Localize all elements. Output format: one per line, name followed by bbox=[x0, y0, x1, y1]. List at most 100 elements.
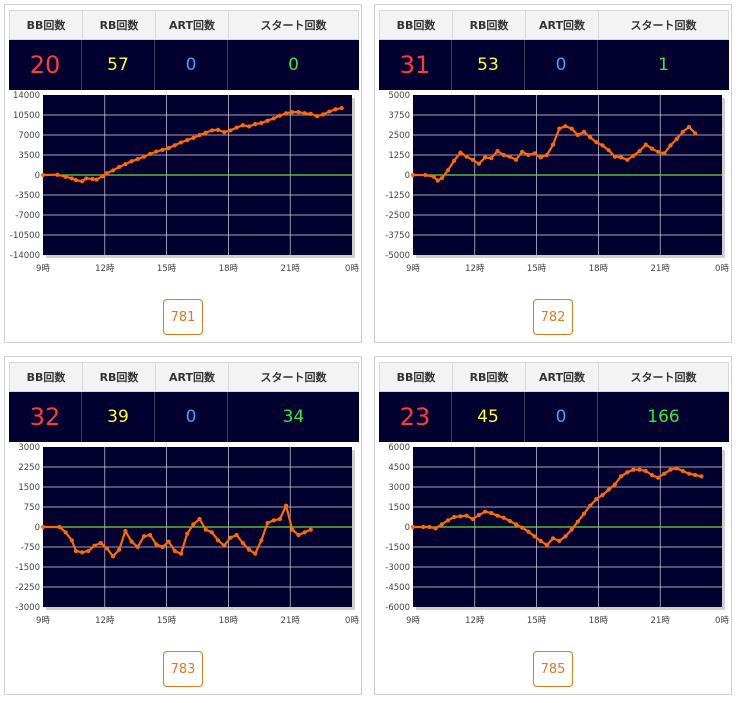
y-tick-label: -2500 bbox=[385, 211, 410, 221]
y-tick-label: 1250 bbox=[388, 151, 410, 161]
data-point bbox=[185, 138, 190, 143]
data-point bbox=[135, 156, 140, 162]
y-tick-label: 3500 bbox=[18, 151, 40, 161]
data-point bbox=[483, 155, 488, 160]
data-point bbox=[203, 130, 208, 135]
machine-number-button[interactable]: 785 bbox=[533, 651, 573, 687]
y-tick-label: 6000 bbox=[388, 443, 410, 453]
data-point bbox=[600, 492, 605, 498]
y-tick-label: -750 bbox=[21, 543, 40, 553]
data-point bbox=[172, 143, 177, 148]
x-tick-label: 0時 bbox=[715, 264, 729, 274]
data-point bbox=[489, 510, 494, 516]
data-point bbox=[439, 176, 444, 181]
stats-values: 23 45 0 166 bbox=[379, 392, 729, 442]
bb-header: BB回数 bbox=[10, 363, 83, 391]
stats-values: 31 53 0 1 bbox=[379, 40, 729, 90]
data-point bbox=[166, 146, 171, 151]
data-point bbox=[563, 124, 568, 129]
start-header: スタート回数 bbox=[260, 371, 327, 384]
machine-number-button[interactable]: 782 bbox=[533, 299, 573, 335]
payout-chart: 3000 2250 1500 750 0 -750 -1500 -2250 -3000 9時 12時… bbox=[15, 443, 359, 626]
start-header: スタート回数 bbox=[630, 19, 697, 32]
x-tick-label: 15時 bbox=[157, 264, 177, 274]
data-point bbox=[625, 157, 630, 162]
art-count: 0 bbox=[155, 40, 228, 90]
machine-number-button[interactable]: 781 bbox=[163, 299, 203, 335]
data-point bbox=[431, 174, 436, 179]
x-tick-label: 0時 bbox=[345, 264, 359, 274]
x-tick-label: 12時 bbox=[465, 264, 485, 274]
data-point bbox=[84, 176, 89, 181]
machine-card-785: BB回数 RB回数 ART回数 スタート回数 23 45 0 166 6000 4… bbox=[374, 356, 732, 695]
data-point bbox=[600, 143, 605, 148]
data-point bbox=[129, 159, 134, 164]
stats-values: 20 57 0 0 bbox=[9, 40, 359, 90]
y-tick-label: -5000 bbox=[385, 251, 410, 261]
data-point bbox=[674, 136, 679, 142]
data-point bbox=[594, 496, 599, 502]
data-point bbox=[40, 524, 46, 530]
y-tick-label: 1500 bbox=[388, 503, 410, 513]
data-point bbox=[178, 140, 184, 145]
data-point bbox=[69, 538, 74, 543]
data-point bbox=[410, 524, 416, 530]
data-point bbox=[259, 120, 264, 126]
data-point bbox=[563, 534, 568, 539]
y-tick-label: -2250 bbox=[15, 583, 40, 593]
data-point bbox=[452, 514, 457, 520]
rb-header: RB回数 bbox=[453, 11, 526, 39]
data-point bbox=[104, 546, 109, 551]
data-point bbox=[216, 538, 221, 543]
data-point bbox=[410, 172, 416, 178]
data-point bbox=[581, 129, 587, 134]
stats-header: BB回数 RB回数 ART回数 スタート回数 bbox=[9, 362, 359, 392]
data-point bbox=[246, 547, 252, 552]
data-point bbox=[588, 503, 593, 508]
data-point bbox=[686, 471, 692, 476]
data-point bbox=[507, 154, 512, 159]
y-tick-label: 3000 bbox=[18, 443, 40, 453]
data-point bbox=[308, 111, 313, 116]
data-point bbox=[625, 470, 630, 475]
data-point bbox=[141, 534, 147, 539]
data-point bbox=[501, 152, 506, 158]
data-point bbox=[55, 172, 60, 177]
data-point bbox=[699, 474, 704, 479]
machine-number-button[interactable]: 783 bbox=[163, 651, 203, 687]
data-point bbox=[148, 151, 153, 156]
data-point bbox=[520, 149, 525, 154]
data-point bbox=[265, 520, 270, 526]
y-tick-label: 2500 bbox=[388, 131, 410, 141]
y-tick-label: -10500 bbox=[10, 231, 40, 241]
data-point bbox=[445, 518, 451, 523]
data-point bbox=[507, 518, 512, 524]
data-point bbox=[110, 554, 116, 559]
bb-header: BB回数 bbox=[380, 11, 453, 39]
data-point bbox=[594, 140, 599, 145]
data-point bbox=[581, 511, 587, 516]
y-tick-label: -7000 bbox=[15, 211, 40, 221]
x-tick-label: 15時 bbox=[527, 264, 547, 274]
y-tick-label: -3000 bbox=[385, 563, 410, 573]
y-tick-label: -1500 bbox=[15, 563, 40, 573]
y-tick-label: 3750 bbox=[388, 111, 410, 121]
data-point bbox=[464, 513, 469, 518]
data-point bbox=[618, 155, 624, 160]
y-tick-label: -4500 bbox=[385, 583, 410, 593]
data-point bbox=[532, 534, 537, 539]
data-point bbox=[668, 467, 673, 472]
data-point bbox=[160, 147, 165, 152]
data-point bbox=[662, 151, 667, 156]
rb-count: 39 bbox=[82, 392, 155, 442]
bb-count: 20 bbox=[9, 40, 82, 90]
data-point bbox=[433, 526, 438, 531]
data-point bbox=[458, 150, 463, 155]
y-tick-label: 750 bbox=[24, 503, 40, 513]
data-point bbox=[631, 153, 636, 158]
data-point bbox=[110, 168, 116, 173]
data-point bbox=[439, 522, 444, 527]
data-point bbox=[476, 161, 482, 166]
data-point bbox=[612, 482, 617, 487]
data-point bbox=[172, 548, 177, 554]
